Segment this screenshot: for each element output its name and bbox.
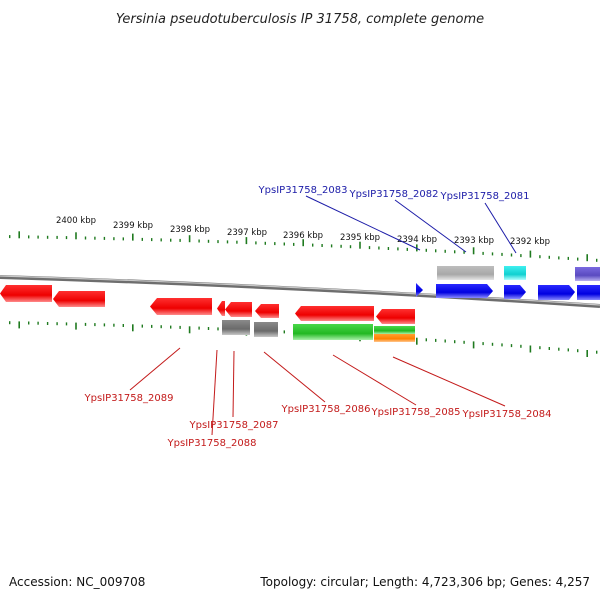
forward-strand-genes: [437, 266, 600, 281]
gene-block-green: [374, 326, 415, 334]
gene-arrow-reverse: [295, 306, 374, 321]
gene-arrow-reverse: [217, 301, 225, 316]
kbp-label: 2393 kbp: [454, 236, 494, 246]
genome-summary-text: Topology: circular; Length: 4,723,306 bp…: [259, 575, 590, 589]
gene-label[interactable]: YpsIP31758_2082: [349, 189, 439, 200]
gene-block-green: [293, 324, 373, 340]
gene-arrow-forward: [504, 285, 526, 299]
gene-label[interactable]: YpsIP31758_2086: [281, 404, 371, 415]
leader-line: [129, 347, 181, 391]
genome-backbone-highlight: [0, 275, 600, 306]
gene-label[interactable]: YpsIP31758_2081: [440, 191, 530, 202]
gene-label[interactable]: YpsIP31758_2089: [84, 393, 174, 404]
kbp-label: 2395 kbp: [340, 233, 380, 243]
gene-arrow-forward: [538, 285, 575, 300]
top-leader-lines: [305, 195, 517, 254]
leader-line: [211, 349, 218, 436]
gene-block-purple: [575, 267, 600, 281]
gene-block-cyan: [504, 266, 526, 280]
kbp-label: 2400 kbp: [56, 216, 96, 226]
bottom-gene-labels: YpsIP31758_2089 YpsIP31758_2087 YpsIP317…: [84, 393, 552, 449]
gene-arrow-reverse: [225, 302, 252, 317]
genome-title: Yersinia pseudotuberculosis IP 31758, co…: [116, 12, 484, 27]
bottom-leader-lines: [129, 347, 506, 436]
leader-line: [232, 350, 235, 418]
gene-block-gray: [254, 322, 278, 337]
leader-line: [263, 351, 326, 403]
kbp-label: 2394 kbp: [397, 235, 437, 245]
gene-label[interactable]: YpsIP31758_2087: [189, 420, 279, 431]
gene-arrow-reverse: [53, 291, 105, 307]
forward-blue-genes: [416, 283, 600, 300]
gene-block-orange: [374, 334, 415, 342]
reverse-red-genes: [0, 285, 415, 324]
genome-backbone: [0, 275, 600, 308]
gene-label[interactable]: YpsIP31758_2084: [462, 409, 552, 420]
gene-label[interactable]: YpsIP31758_2085: [371, 407, 461, 418]
leader-line: [484, 202, 517, 254]
reverse-other-genes: [222, 320, 415, 342]
leader-line: [305, 195, 421, 251]
kbp-label: 2397 kbp: [227, 228, 267, 238]
gene-label[interactable]: YpsIP31758_2083: [258, 185, 348, 196]
leader-line: [392, 356, 506, 407]
gene-arrow-forward: [436, 284, 493, 298]
top-gene-labels: YpsIP31758_2083 YpsIP31758_2082 YpsIP317…: [258, 185, 530, 202]
leader-line: [394, 199, 467, 253]
gene-label[interactable]: YpsIP31758_2088: [167, 438, 257, 449]
kbp-scale-labels: 2400 kbp 2399 kbp 2398 kbp 2397 kbp 2396…: [56, 216, 550, 247]
gene-arrow-reverse: [0, 285, 52, 302]
gene-arrow-forward: [416, 283, 423, 297]
gene-arrow-reverse: [150, 298, 212, 315]
kbp-label: 2399 kbp: [113, 221, 153, 231]
gene-arrow-reverse: [255, 304, 279, 318]
leader-line: [332, 354, 417, 406]
kbp-ticks-top: [8, 231, 598, 262]
kbp-label: 2392 kbp: [510, 237, 550, 247]
kbp-label: 2398 kbp: [170, 225, 210, 235]
gene-arrow-forward: [577, 285, 600, 300]
kbp-label: 2396 kbp: [283, 231, 323, 241]
gene-block-gray: [222, 320, 250, 335]
gene-block-gray: [437, 266, 494, 280]
accession-text: Accession: NC_009708: [9, 575, 145, 589]
gene-arrow-reverse: [376, 309, 415, 324]
